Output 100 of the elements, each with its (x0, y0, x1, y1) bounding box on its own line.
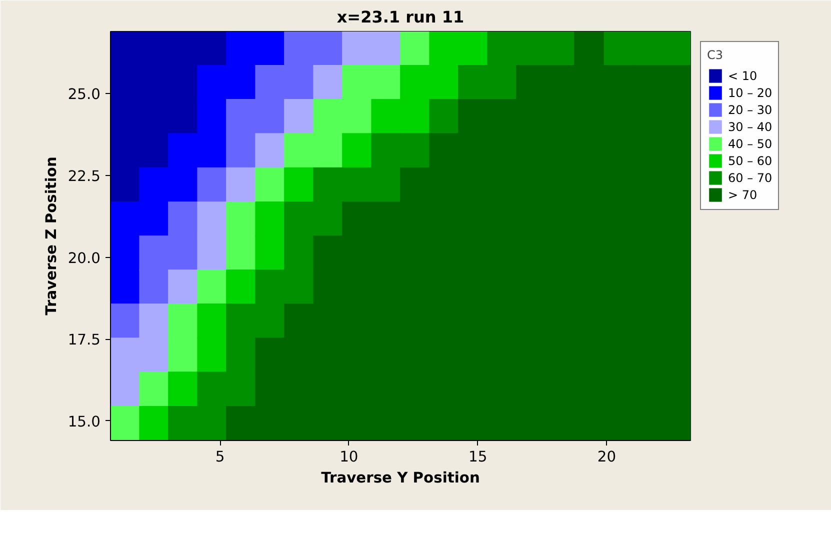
point (342, 133, 372, 168)
point (458, 32, 488, 66)
point (255, 133, 285, 168)
point (313, 99, 343, 134)
point (168, 270, 198, 305)
x-tick-label: 20 (597, 448, 616, 466)
point (226, 65, 256, 100)
point (255, 270, 285, 305)
chart-title: x=23.1 run 11 (336, 8, 464, 26)
point (139, 235, 169, 271)
point (371, 65, 401, 100)
point (284, 133, 314, 168)
point (197, 304, 227, 339)
point (110, 133, 140, 168)
legend-label: 40 – 50 (728, 136, 772, 152)
point (139, 372, 169, 407)
point (197, 270, 227, 305)
point (197, 201, 227, 237)
point (197, 406, 227, 440)
point (168, 167, 198, 202)
y-tick-label: 17.5 (68, 332, 101, 349)
point (226, 133, 256, 168)
point (313, 201, 343, 237)
legend-label: 30 – 40 (728, 118, 772, 135)
point (255, 201, 285, 237)
point (139, 167, 169, 202)
point (371, 99, 401, 134)
point (255, 235, 285, 271)
point (284, 65, 314, 100)
point (197, 99, 227, 134)
y-tick-label: 22.5 (68, 168, 101, 185)
point (168, 338, 198, 373)
point (226, 372, 256, 407)
point (226, 270, 256, 305)
x-tick-label: 5 (215, 448, 225, 466)
point (400, 133, 430, 168)
legend-label: < 10 (728, 68, 758, 84)
point (197, 235, 227, 271)
point (255, 99, 285, 134)
point (400, 65, 430, 100)
point (342, 99, 372, 134)
point (110, 338, 140, 373)
point (168, 99, 198, 134)
point (371, 133, 401, 168)
legend-label: 10 – 20 (728, 84, 772, 101)
point (197, 372, 227, 407)
point (168, 304, 198, 339)
point (255, 167, 285, 202)
legend-title: C3 (707, 48, 724, 62)
y-tick-label: 15.0 (68, 413, 101, 430)
point (371, 32, 401, 66)
point (313, 65, 343, 100)
legend-label: > 70 (728, 186, 758, 203)
point (110, 235, 140, 271)
point (139, 32, 169, 66)
point (284, 235, 314, 271)
point (371, 167, 401, 202)
point (168, 32, 198, 66)
point (110, 270, 140, 305)
point (313, 133, 343, 168)
y-axis-title: Traverse Z Position (42, 156, 60, 316)
point (487, 65, 517, 100)
point (110, 167, 140, 202)
legend-label: 20 – 30 (728, 102, 772, 118)
point (342, 65, 372, 100)
point (168, 133, 198, 168)
point (400, 32, 430, 66)
point (197, 133, 227, 168)
point (400, 99, 430, 134)
point (632, 32, 662, 66)
point (226, 338, 256, 373)
point (110, 32, 140, 66)
point (313, 32, 343, 66)
x-tick-label: 10 (340, 448, 358, 466)
point (284, 32, 314, 66)
point (139, 133, 169, 168)
point (110, 201, 140, 237)
point (429, 99, 459, 134)
point (284, 167, 314, 202)
point (313, 167, 343, 202)
x-axis-title: Traverse Y Position (321, 470, 480, 486)
point (255, 65, 285, 100)
point (168, 235, 198, 271)
point (226, 167, 256, 202)
point (197, 65, 227, 100)
point (139, 304, 169, 339)
point (197, 338, 227, 373)
point (226, 99, 256, 134)
legend-label: 60 – 70 (728, 170, 772, 186)
point (168, 201, 198, 237)
point (342, 32, 372, 66)
point (197, 167, 227, 202)
point (342, 167, 372, 202)
point (110, 65, 140, 100)
point (661, 32, 690, 66)
legend-label: 50 – 60 (728, 152, 772, 169)
y-tick-label: 20.0 (68, 250, 101, 267)
point (516, 32, 546, 66)
point (110, 304, 140, 339)
point (603, 32, 633, 66)
